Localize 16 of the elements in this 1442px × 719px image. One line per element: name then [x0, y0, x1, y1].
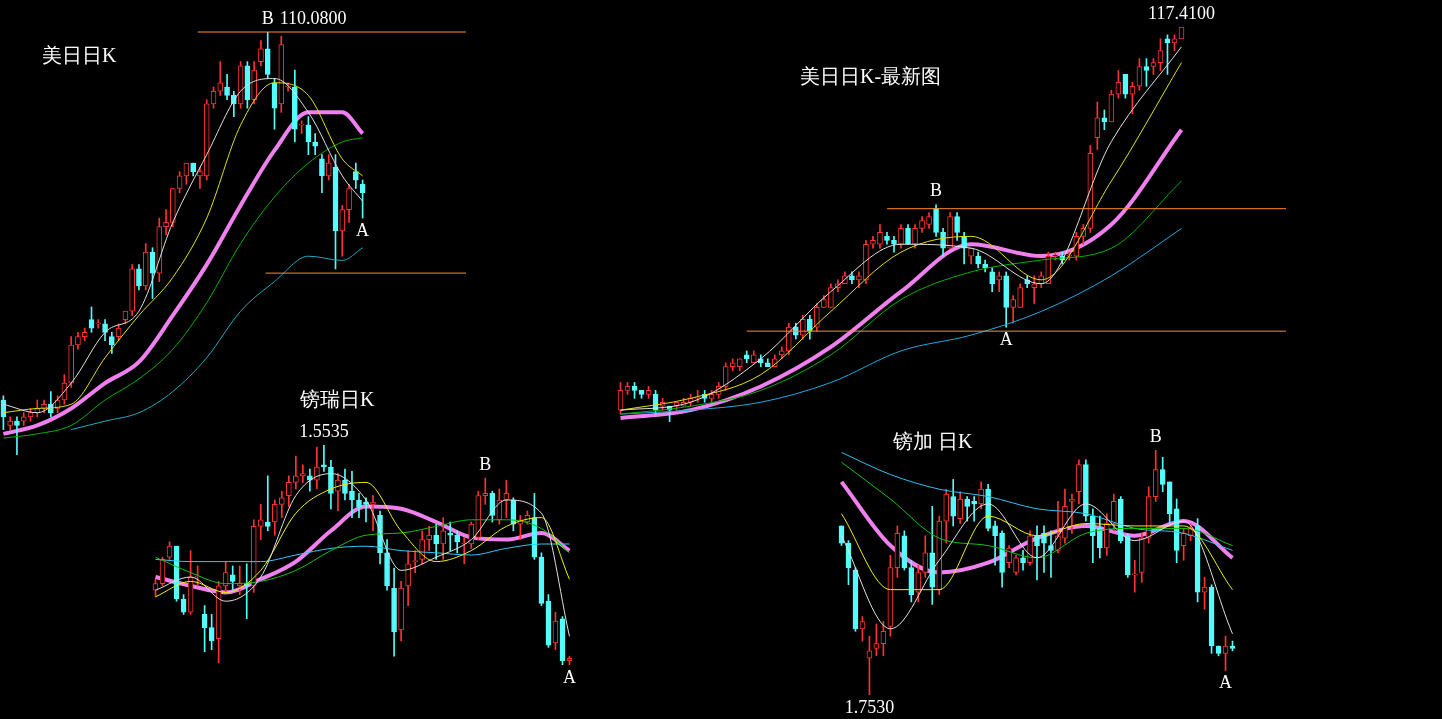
annotation: B — [261, 7, 274, 28]
annotation: 1.5535 — [299, 420, 349, 441]
annotation: B — [479, 453, 492, 474]
annotation: 1.7530 — [844, 696, 895, 717]
annotation: 110.0800 — [279, 7, 347, 28]
annotation: A — [356, 219, 370, 240]
text: 美日日K — [42, 43, 117, 68]
annotation: B — [930, 180, 943, 201]
annotation: A — [1219, 672, 1233, 693]
text: 美日日K-最新图 — [800, 64, 942, 89]
annotation: B — [1149, 425, 1162, 446]
annotation: A — [562, 666, 576, 687]
annotation: A — [999, 328, 1013, 349]
annotation: 117.4100 — [1148, 2, 1215, 23]
chart-title: 镑瑞日K — [300, 387, 375, 412]
chart-title: 镑加 日K — [893, 429, 973, 454]
